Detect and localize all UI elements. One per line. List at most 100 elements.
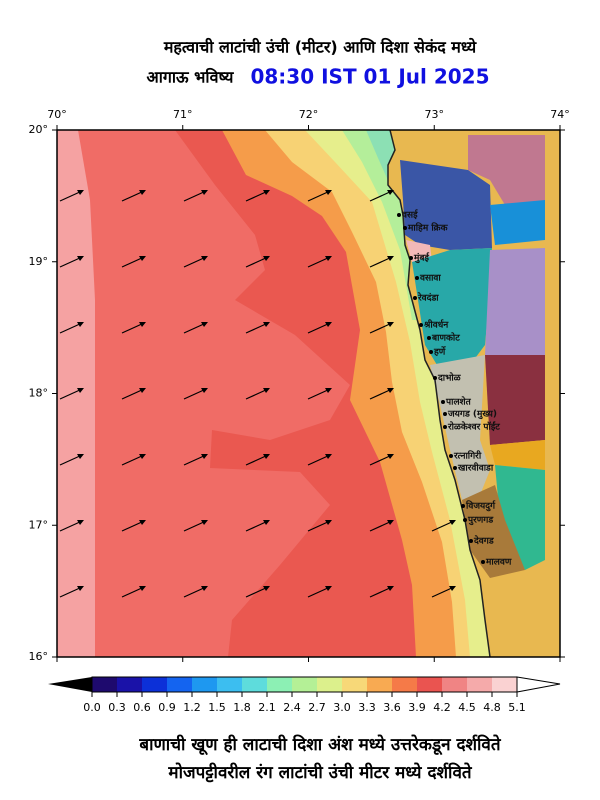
colorbar-swatch [117, 677, 142, 692]
district [485, 248, 545, 355]
x-tick-label: 73° [425, 108, 445, 121]
colorbar-tick-label: 2.7 [308, 701, 326, 714]
y-tick-label: 18° [29, 387, 49, 400]
arrow-head [263, 190, 270, 195]
arrow-head [387, 520, 394, 525]
arrow-head [77, 256, 84, 261]
forecast-time: 08:30 IST 01 Jul 2025 [250, 65, 489, 89]
colorbar-swatch [167, 677, 192, 692]
place-label: मुंबई [413, 252, 430, 264]
colorbar-tick-label: 4.5 [458, 701, 476, 714]
wave-arrow [245, 256, 269, 268]
colorbar-over [516, 676, 561, 693]
arrow-head [325, 256, 332, 261]
arrow-head [77, 520, 84, 525]
place-label: बाणकोट [431, 332, 460, 344]
colorbar-swatch [317, 677, 342, 692]
wave-arrow [307, 190, 331, 202]
wave-arrow [121, 388, 145, 400]
district [430, 355, 490, 500]
place-marker [413, 296, 417, 300]
wave-arrow [245, 190, 269, 202]
arrow-head [387, 190, 394, 195]
arrow-head [449, 586, 456, 591]
wave-arrow [307, 388, 331, 400]
colorbar-swatch [417, 677, 442, 692]
place-marker [461, 504, 465, 508]
colorbar-swatch [292, 677, 317, 692]
y-tick-label: 16° [29, 650, 49, 663]
place-marker [443, 425, 447, 429]
place-marker [419, 323, 423, 327]
wave-arrow [183, 322, 207, 334]
wave-arrow [59, 388, 83, 400]
x-tick-label: 70° [47, 108, 67, 121]
arrows [59, 190, 456, 598]
wave-arrow [59, 454, 83, 466]
place-marker [433, 376, 437, 380]
district [495, 465, 545, 570]
x-tick-label: 71° [173, 108, 193, 121]
colorbar-tick-label: 1.8 [233, 701, 251, 714]
arrow-head [139, 454, 146, 459]
colorbar-swatch [192, 677, 217, 692]
arrow-head [77, 454, 84, 459]
arrow-head [387, 454, 394, 459]
arrow-head [263, 454, 270, 459]
axis-ticks: 70° 71° 72° 73° 74° 20° 19° 18° 17° 16° [29, 108, 570, 663]
wave-arrow [121, 454, 145, 466]
colorbar-tick-label: 0.3 [108, 701, 126, 714]
colorbar-swatch [267, 677, 292, 692]
district [490, 440, 545, 470]
wave-arrow [121, 256, 145, 268]
colorbar-swatch [392, 677, 417, 692]
district [468, 135, 545, 205]
wave-arrow [369, 190, 393, 202]
wave-arrow [307, 454, 331, 466]
colorbar-tick-label: 1.5 [208, 701, 226, 714]
arrow-head [325, 322, 332, 327]
wave-arrow [307, 322, 331, 334]
district [485, 355, 545, 445]
colorbar-tick-label: 4.2 [433, 701, 451, 714]
colorbar-under [48, 677, 92, 692]
arrow-head [325, 388, 332, 393]
place-label: माहिम क्रिक [407, 222, 449, 234]
wave-arrow [183, 388, 207, 400]
wave-arrow [183, 520, 207, 532]
arrow-head [77, 190, 84, 195]
wave-arrow [59, 256, 83, 268]
arrow-head [201, 586, 208, 591]
place-marker [397, 213, 401, 217]
wave-arrow [369, 454, 393, 466]
colorbar-tick-label: 3.9 [408, 701, 426, 714]
place-label: मालवण [485, 558, 512, 568]
arrow-head [263, 520, 270, 525]
place-label: पुरणगड [467, 516, 494, 526]
colorbar-tick-label: 4.8 [483, 701, 501, 714]
footer-note: बाणाची खूण ही लाटाची दिशा अंश मध्ये उत्त… [138, 734, 501, 756]
place-label: रत्नागिरी [453, 450, 482, 462]
arrow-head [325, 190, 332, 195]
colorbar-tick-label: 5.1 [508, 701, 526, 714]
colorbar-tick-label: 2.4 [283, 701, 301, 714]
place-marker [481, 560, 485, 564]
place-marker [441, 400, 445, 404]
colorbar-swatch [342, 677, 367, 692]
wave-arrow [183, 256, 207, 268]
arrow-head [201, 256, 208, 261]
arrow-head [263, 586, 270, 591]
wave-arrow [369, 586, 393, 598]
arrow-head [201, 322, 208, 327]
wave-arrow [307, 586, 331, 598]
y-tick-label: 17° [29, 518, 49, 531]
arrow-head [139, 520, 146, 525]
arrow-head [387, 256, 394, 261]
place-label: दाभोळ [437, 372, 462, 384]
title: महत्वाची लाटांची उंची (मीटर) आणि दिशा से… [163, 38, 477, 57]
district [490, 200, 545, 245]
wave-arrow [245, 586, 269, 598]
place-marker [449, 454, 453, 458]
